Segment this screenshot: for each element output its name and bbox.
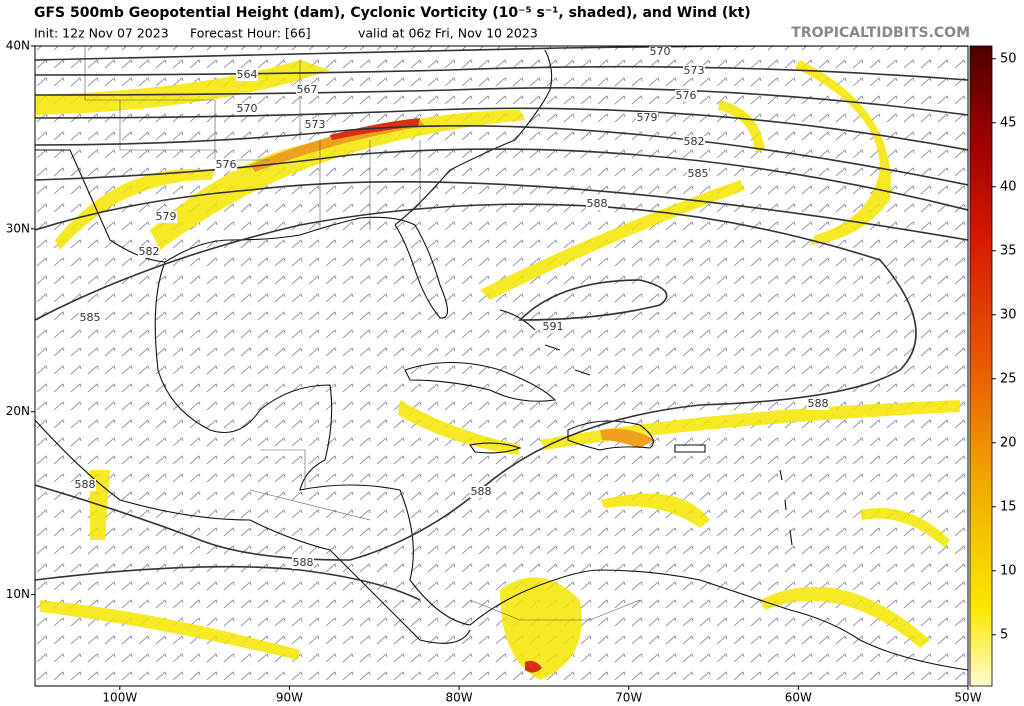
contour-label-bg bbox=[683, 136, 705, 148]
contour-label-bg bbox=[542, 321, 564, 333]
contour-label-bg bbox=[636, 112, 658, 124]
colorbar-label: 40 bbox=[1000, 179, 1017, 194]
colorbar bbox=[969, 45, 993, 687]
contour-label: 588 bbox=[293, 556, 314, 569]
colorbar-label: 30 bbox=[1000, 307, 1017, 322]
contour-label: 588 bbox=[587, 197, 608, 210]
contour-label-bg bbox=[296, 84, 318, 96]
contour-label-bg bbox=[807, 398, 829, 410]
contour-label-bg bbox=[304, 119, 326, 131]
contour-label: 591 bbox=[543, 320, 564, 333]
contour-label-bg bbox=[74, 479, 96, 491]
forecast-hour: Forecast Hour: [66] bbox=[190, 26, 311, 41]
lon-label: 60W bbox=[785, 691, 812, 705]
colorbar-label: 50 bbox=[1000, 51, 1017, 66]
lon-label: 90W bbox=[276, 691, 303, 705]
contour-label-bg bbox=[215, 159, 237, 171]
contour-label-bg bbox=[292, 557, 314, 569]
colorbar-label: 10 bbox=[1000, 563, 1017, 578]
contour-label: 582 bbox=[139, 245, 160, 258]
lon-label: 100W bbox=[102, 691, 137, 705]
borders bbox=[84, 46, 641, 621]
wind-barbs bbox=[35, 46, 968, 686]
contour-label-bg bbox=[649, 46, 671, 58]
contour-label-bg bbox=[470, 486, 492, 498]
contour-label: 585 bbox=[80, 311, 101, 324]
contour-label: 564 bbox=[237, 68, 258, 81]
contour-label: 579 bbox=[156, 210, 177, 223]
colorbar-label: 45 bbox=[1000, 115, 1017, 130]
map-body: 570 573 576 579 582 585 588 564 567 570 573 576 579 5… bbox=[35, 45, 968, 686]
valid-time: valid at 06z Fri, Nov 10 2023 bbox=[358, 26, 538, 41]
coastlines bbox=[35, 49, 968, 671]
height-contours bbox=[35, 46, 968, 601]
contour-label-bg bbox=[155, 211, 177, 223]
lat-label: 10N bbox=[6, 587, 30, 601]
contour-label: 582 bbox=[684, 135, 705, 148]
lon-label: 70W bbox=[615, 691, 642, 705]
vorticity-shading bbox=[35, 60, 960, 680]
colorbar-label: 15 bbox=[1000, 499, 1017, 514]
contour-label-bg bbox=[586, 198, 608, 210]
init: Init: 12z Nov 07 2023 bbox=[34, 26, 169, 41]
colorbar-label: 20 bbox=[1000, 435, 1017, 450]
contour-labels: 570 573 576 579 582 585 588 564 567 570 573 576 579 5… bbox=[74, 45, 829, 569]
contour-label: 588 bbox=[808, 397, 829, 410]
contour-label: 570 bbox=[650, 45, 671, 58]
contour-label: 588 bbox=[75, 478, 96, 491]
lon-label: 80W bbox=[446, 691, 473, 705]
contour-label: 570 bbox=[237, 102, 258, 115]
lat-label: 20N bbox=[6, 404, 30, 418]
colorbar-label: 5 bbox=[1000, 627, 1008, 642]
contour-label: 579 bbox=[637, 111, 658, 124]
lat-label: 40N bbox=[6, 39, 30, 53]
contour-label-bg bbox=[236, 103, 258, 115]
contour-label-bg bbox=[79, 312, 101, 324]
colorbar-label: 35 bbox=[1000, 243, 1017, 258]
contour-label: 576 bbox=[676, 89, 697, 102]
contour-label-bg bbox=[687, 168, 709, 180]
contour-label-bg bbox=[675, 90, 697, 102]
contour-label: 573 bbox=[305, 118, 326, 131]
contour-label: 588 bbox=[471, 485, 492, 498]
contour-label-bg bbox=[683, 65, 705, 77]
contour-label: 573 bbox=[684, 64, 705, 77]
contour-label: 576 bbox=[216, 158, 237, 171]
title: GFS 500mb Geopotential Height (dam), Cyc… bbox=[34, 5, 751, 21]
contour-label: 585 bbox=[688, 167, 709, 180]
map-frame bbox=[34, 45, 969, 687]
axes: 40N 30N 20N 10N 100W 90W 80W 70W 60W 50W 5 10 15 20 25… bbox=[6, 39, 1017, 705]
contour-label-bg bbox=[138, 246, 160, 258]
contour-label: 567 bbox=[297, 83, 318, 96]
watermark: TROPICALTIDBITS.COM bbox=[791, 25, 970, 41]
lat-label: 30N bbox=[6, 221, 30, 235]
lon-label: 50W bbox=[954, 691, 981, 705]
contour-label-bg bbox=[236, 69, 258, 81]
colorbar-label: 25 bbox=[1000, 371, 1017, 386]
